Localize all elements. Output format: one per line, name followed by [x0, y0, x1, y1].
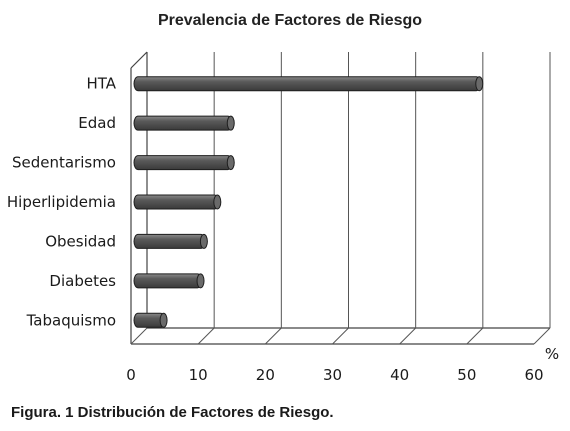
bars	[133, 76, 484, 328]
bar-hiperlipidemia	[133, 194, 219, 210]
category-label: Diabetes	[49, 272, 116, 290]
bar-sedentarismo	[133, 155, 233, 171]
bar-diabetes	[133, 273, 203, 289]
floor-depth-line	[533, 327, 551, 345]
floor-depth-line	[466, 327, 484, 345]
x-tick-label: 0	[126, 366, 136, 384]
bar-end-cap	[475, 76, 484, 92]
category-label: Hiperlipidemia	[7, 193, 116, 211]
category-labels: HTA Edad Sedentarismo Hiperlipidemia Obesida…	[7, 75, 117, 330]
x-tick-labels: 0 10 20 30 40 50 60	[126, 366, 543, 384]
floor-depth-line	[130, 327, 148, 345]
category-label: Obesidad	[45, 232, 116, 250]
x-tick-label: 50	[457, 366, 476, 384]
category-label: Edad	[78, 114, 116, 132]
bar-obesidad	[133, 233, 206, 249]
category-label: HTA	[86, 75, 116, 93]
category-label: Tabaquismo	[26, 311, 116, 329]
floor-depth-line	[264, 327, 282, 345]
bar-end-cap	[226, 155, 235, 171]
bar-end-cap	[213, 194, 222, 210]
bar-end-cap	[199, 233, 208, 249]
gridlines	[213, 52, 551, 328]
y-axis-top-depth	[130, 51, 148, 69]
category-label: Sedentarismo	[12, 154, 116, 172]
x-tick-label: 60	[524, 366, 543, 384]
bar-hta	[133, 76, 481, 92]
x-axis-unit-label: %	[545, 345, 559, 363]
bar-end-cap	[196, 273, 205, 289]
bar-chart: Prevalencia de Factores de Riesgo HTA Eda…	[7, 12, 559, 384]
x-tick-label: 20	[256, 366, 275, 384]
chart-title: Prevalencia de Factores de Riesgo	[158, 12, 422, 29]
bar-end-cap	[159, 312, 168, 328]
bar-end-cap	[226, 115, 235, 131]
x-tick-label: 30	[323, 366, 342, 384]
floor-depth-line	[332, 327, 349, 345]
floor-depth-line	[197, 327, 215, 345]
x-tick-label: 40	[390, 366, 409, 384]
figure-caption: Figura. 1 Distribución de Factores de Ri…	[11, 404, 334, 421]
bar-edad	[133, 115, 233, 131]
floor-depth-line	[399, 327, 417, 345]
floor-depth-lines	[130, 327, 551, 345]
x-tick-label: 10	[189, 366, 208, 384]
